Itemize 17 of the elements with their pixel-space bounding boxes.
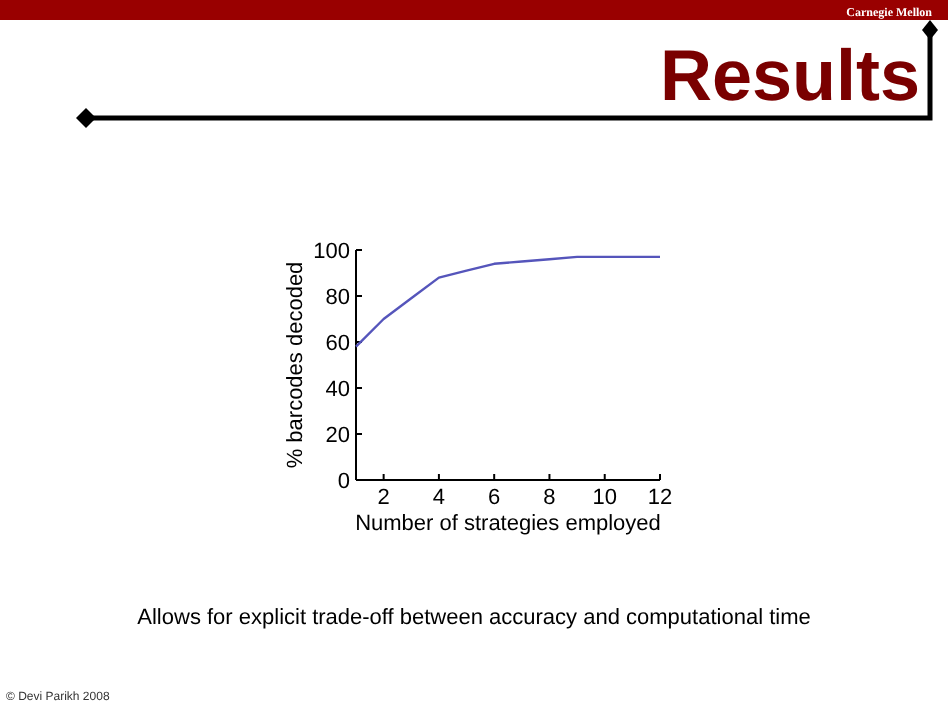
x-tick-label: 2 [377,486,390,510]
y-tick-label: 0 [337,470,350,494]
y-tick-label: 100 [313,240,350,264]
x-tick-label: 12 [647,486,673,510]
y-tick-label: 20 [325,424,350,448]
y-tick-label: 40 [325,378,350,402]
x-axis-title: Number of strategies employed [355,512,661,536]
x-tick-label: 8 [543,486,556,510]
text: Allows for explicit trade-off between accuracy and computational time [137,606,811,630]
x-tick-label: 4 [432,486,446,510]
y-tick-label: 60 [325,332,350,356]
x-tick-label: 6 [488,486,501,510]
x-tick-label: 10 [592,486,617,510]
y-axis-title: % barcodes decoded [284,261,308,469]
y-tick-label: 80 [325,286,350,310]
line-series [354,255,662,348]
chart-title: Results [659,34,920,116]
